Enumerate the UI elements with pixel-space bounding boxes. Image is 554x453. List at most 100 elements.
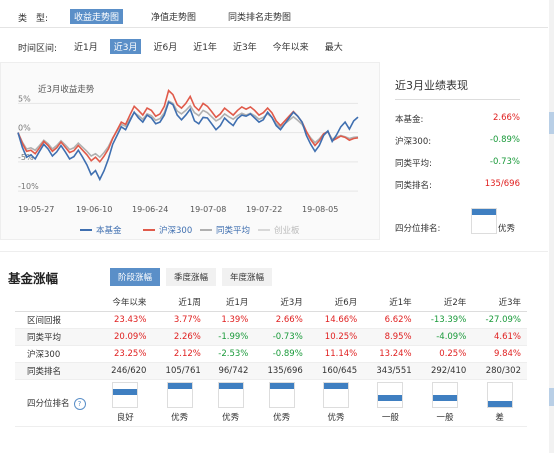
column-header: 今年以来 [98, 292, 153, 312]
row-label: 沪深300 [15, 345, 98, 363]
quartile-box [431, 382, 458, 408]
perf-quartile-fill [472, 209, 496, 215]
tab-quarterly-return[interactable]: 季度涨幅 [166, 268, 217, 286]
perf-key: 同类排名: [395, 181, 432, 191]
table-cell: 280/302 [472, 362, 527, 380]
quartile-cell: 一般 [417, 379, 473, 427]
perf-value: 2.66% [492, 113, 520, 123]
table-cell: 2.66% [254, 311, 309, 329]
time-option-max[interactable]: 最大 [324, 43, 343, 53]
column-header: 近3月 [254, 292, 309, 312]
legend-label[interactable]: 同类平均 [216, 225, 250, 236]
question-circle-icon[interactable]: ? [73, 397, 86, 410]
time-option-ytd[interactable]: 今年以来 [272, 43, 309, 53]
y-tick-label: -10% [18, 182, 39, 191]
quartile-text: 一般 [381, 413, 399, 423]
table-cell: 23.43% [98, 311, 153, 329]
quartile-text: 良好 [116, 413, 134, 423]
table-cell: 1.39% [206, 311, 255, 329]
legend-label[interactable]: 本基金 [96, 225, 122, 236]
quartile-fill [432, 395, 457, 401]
quartile-text: 优秀 [222, 413, 240, 423]
table-cell: 10.25% [308, 328, 364, 346]
table-cell: 14.66% [308, 311, 364, 329]
x-tick-label: 19-07-22 [246, 205, 282, 214]
table-cell: 9.84% [472, 345, 527, 363]
table-row: 同类排名 246/620 105/761 96/742 135/696 160/645 34… [15, 362, 527, 380]
series-line-0 [17, 101, 359, 182]
table-cell: 3.77% [152, 311, 207, 329]
tab-stage-return[interactable]: 阶段涨幅 [110, 268, 161, 286]
table-cell: 4.61% [472, 328, 527, 346]
column-header: 近1年 [363, 292, 418, 312]
column-header: 近1月 [206, 292, 255, 312]
quartile-box [268, 382, 295, 408]
table-cell: 160/645 [308, 362, 364, 380]
table-cell: -27.09% [472, 311, 527, 329]
table-cell: 0.25% [417, 345, 473, 363]
perf-key: 沪深300: [395, 137, 432, 147]
type-option-rank-chart[interactable]: 同类排名走势图 [228, 13, 292, 23]
quartile-fill [167, 383, 192, 389]
perf-value: -0.89% [489, 135, 520, 145]
table-cell: -0.89% [254, 345, 309, 363]
tab-annual-return[interactable]: 年度涨幅 [222, 268, 273, 286]
table-cell: -13.39% [417, 311, 473, 329]
table-cell: -0.73% [254, 328, 309, 346]
page-scrollbar[interactable] [549, 0, 554, 453]
table-cell: 23.25% [98, 345, 153, 363]
table-row: 沪深300 23.25% 2.12% -2.53% -0.89% 11.14% 13.24%… [15, 345, 527, 363]
time-option-3y[interactable]: 近3年 [232, 43, 257, 53]
quartile-fill [269, 383, 294, 389]
quartile-text: 优秀 [327, 413, 345, 423]
scrollbar-thumb[interactable] [549, 112, 554, 134]
type-option-nav-chart[interactable]: 净值走势图 [151, 13, 197, 23]
type-option-return-chart[interactable]: 收益走势图 [70, 9, 124, 24]
table-cell: 2.12% [152, 345, 207, 363]
legend-label[interactable]: 沪深300 [159, 225, 192, 236]
quartile-cell: 优秀 [308, 379, 364, 427]
column-header: 近1周 [152, 292, 207, 312]
section-tabs: 阶段涨幅 季度涨幅 年度涨幅 [110, 268, 273, 286]
quartile-box [323, 382, 349, 408]
time-option-3m[interactable]: 近3月 [109, 39, 142, 54]
table-cell: 96/742 [206, 362, 255, 380]
x-tick-label: 19-06-24 [132, 205, 168, 214]
chart-title: 近3月收益走势 [38, 84, 95, 95]
time-option-6m[interactable]: 近6月 [153, 43, 178, 53]
time-option-1y[interactable]: 近1年 [193, 43, 217, 53]
quartile-cell: 优秀 [206, 379, 255, 427]
perf-quartile-value: 优秀 [498, 224, 516, 234]
quartile-row: 四分位排名? 良好 优秀 优秀 优秀 优秀 一般 一般 差 [15, 379, 527, 427]
table-cell: -2.53% [206, 345, 255, 363]
quartile-cell: 差 [472, 379, 527, 427]
quartile-cell: 一般 [363, 379, 418, 427]
y-tick-label: 0% [18, 124, 31, 133]
perf-panel-title: 近3月业绩表现 [395, 79, 468, 92]
table-row: 区间回报 23.43% 3.77% 1.39% 2.66% 14.66% 6.62% -13.… [15, 311, 527, 329]
quartile-box [166, 382, 193, 408]
table-cell: 13.24% [363, 345, 418, 363]
scrollbar-thumb-secondary[interactable] [549, 388, 554, 406]
table-cell: 6.62% [363, 311, 418, 329]
x-tick-label: 19-06-10 [76, 205, 112, 214]
perf-value: 135/696 [484, 179, 520, 189]
perf-quartile-box [471, 208, 497, 234]
quartile-cell: 优秀 [254, 379, 309, 427]
time-options: 近1月 近3月 近6月 近1年 近3年 今年以来 最大 [70, 39, 347, 54]
quartile-fill [378, 395, 403, 401]
quartile-text: 优秀 [171, 413, 189, 423]
column-header: 近6月 [308, 292, 364, 312]
quartile-fill [324, 383, 348, 389]
perf-value: -0.73% [489, 157, 520, 167]
quartile-text: 差 [495, 413, 504, 423]
legend-label[interactable]: 创业板 [274, 225, 300, 236]
quartile-box [377, 382, 404, 408]
table-cell: 343/551 [363, 362, 418, 380]
section-divider [0, 251, 548, 252]
table-cell: 11.14% [308, 345, 364, 363]
return-chart: 近3月收益走势 5%0%-5%-10% 19-05-27 19-06-10 19-0… [0, 62, 380, 240]
time-option-1m[interactable]: 近1月 [74, 43, 98, 53]
table-cell: 135/696 [254, 362, 309, 380]
table-cell: 246/620 [98, 362, 153, 380]
